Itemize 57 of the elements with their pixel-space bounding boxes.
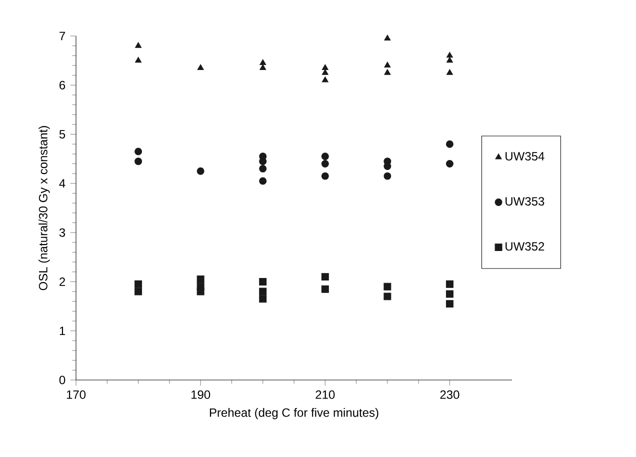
point xyxy=(259,295,267,303)
point xyxy=(446,56,453,63)
point xyxy=(384,282,392,290)
x-tick-label: 230 xyxy=(440,390,460,399)
point xyxy=(321,273,329,281)
x-axis-title: Preheat (deg C for five minutes) xyxy=(210,408,378,420)
point xyxy=(196,276,204,283)
y-axis-title: OSL (natural/30 Gy x constant) xyxy=(38,126,50,290)
point xyxy=(384,34,391,40)
x-tick-label: 190 xyxy=(191,390,210,399)
x-tick-label: 170 xyxy=(66,390,86,399)
point xyxy=(384,69,391,75)
point xyxy=(384,172,392,180)
point xyxy=(259,278,267,286)
legend-label: UW354 xyxy=(506,152,544,161)
point xyxy=(322,69,328,75)
point xyxy=(446,160,454,168)
point xyxy=(135,42,142,48)
point xyxy=(197,64,204,70)
point xyxy=(322,76,328,82)
point xyxy=(134,280,142,288)
point xyxy=(134,288,142,296)
point xyxy=(196,167,204,175)
point xyxy=(446,140,454,148)
point xyxy=(384,292,392,300)
y-tick-label: 5 xyxy=(59,130,66,138)
point xyxy=(446,290,454,298)
legend-label: UW352 xyxy=(506,242,544,251)
legend-label: UW353 xyxy=(506,197,544,206)
point xyxy=(446,300,454,308)
point xyxy=(384,62,391,68)
point xyxy=(259,164,267,172)
y-tick-label: 0 xyxy=(59,376,66,384)
point xyxy=(446,69,453,75)
x-tick-label: 210 xyxy=(316,390,335,399)
point xyxy=(321,172,329,180)
y-tick-label: 7 xyxy=(60,32,65,40)
point xyxy=(259,158,267,166)
y-tick-label: 3 xyxy=(59,228,66,237)
y-tick-label: 1 xyxy=(60,326,66,335)
y-tick-label: 2 xyxy=(60,278,65,286)
point xyxy=(260,59,266,66)
point xyxy=(134,148,142,156)
point xyxy=(321,160,329,168)
point xyxy=(321,285,329,293)
point xyxy=(134,158,142,166)
y-tick-label: 6 xyxy=(60,80,66,90)
point xyxy=(196,288,204,296)
point xyxy=(322,64,328,70)
point xyxy=(446,280,454,288)
point xyxy=(446,52,453,58)
point xyxy=(259,288,267,296)
point xyxy=(259,177,267,185)
y-tick-label: 4 xyxy=(59,179,66,188)
point xyxy=(135,56,142,63)
point xyxy=(321,152,329,160)
point xyxy=(260,64,266,70)
